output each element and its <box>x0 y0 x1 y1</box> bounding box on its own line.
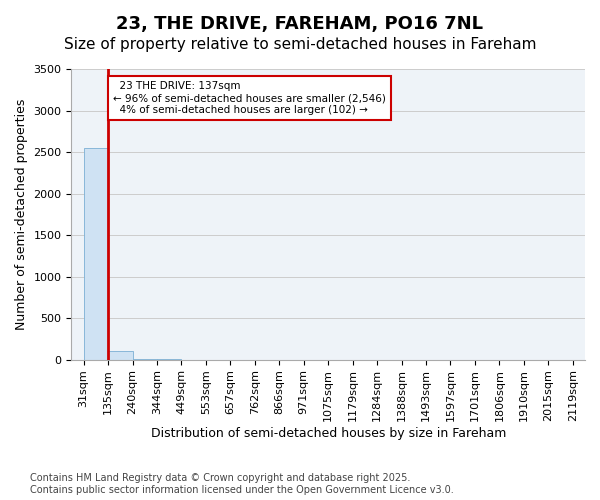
X-axis label: Distribution of semi-detached houses by size in Fareham: Distribution of semi-detached houses by … <box>151 427 506 440</box>
Text: Size of property relative to semi-detached houses in Fareham: Size of property relative to semi-detach… <box>64 38 536 52</box>
Text: 23, THE DRIVE, FAREHAM, PO16 7NL: 23, THE DRIVE, FAREHAM, PO16 7NL <box>116 15 484 33</box>
Bar <box>133 359 157 360</box>
Text: 23 THE DRIVE: 137sqm  
← 96% of semi-detached houses are smaller (2,546)
  4% of: 23 THE DRIVE: 137sqm ← 96% of semi-detac… <box>113 82 386 114</box>
Text: Contains HM Land Registry data © Crown copyright and database right 2025.
Contai: Contains HM Land Registry data © Crown c… <box>30 474 454 495</box>
Bar <box>83 148 108 360</box>
Y-axis label: Number of semi-detached properties: Number of semi-detached properties <box>15 98 28 330</box>
Bar <box>108 351 133 360</box>
